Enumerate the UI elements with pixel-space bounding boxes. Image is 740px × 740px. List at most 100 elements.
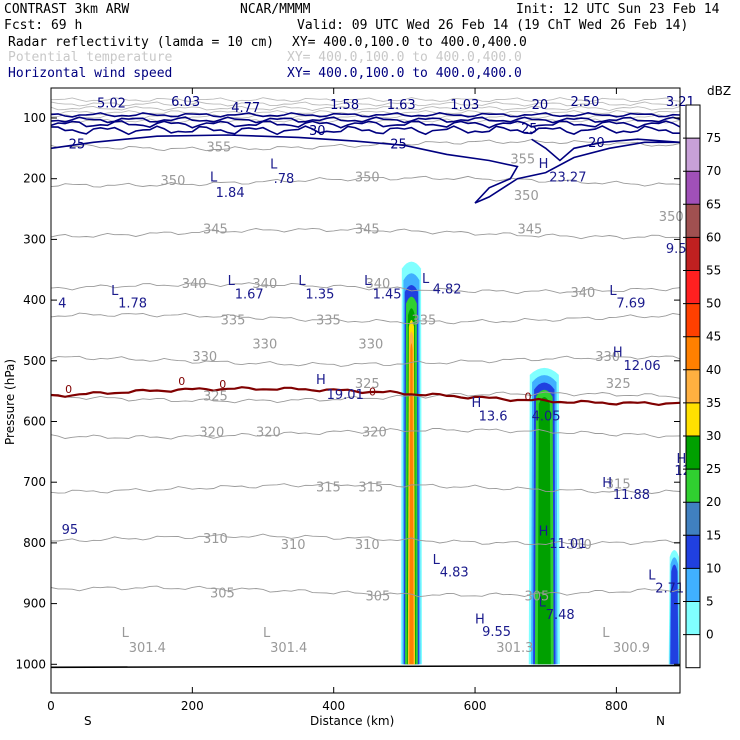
zero-label: 0 <box>178 375 185 388</box>
colorbar-swatch <box>686 502 700 536</box>
extremum-label: 9.55 <box>482 625 511 640</box>
theta-label: 355 <box>206 140 231 155</box>
x-tick-label: 600 <box>464 699 487 713</box>
theta-contour-315 <box>50 482 681 494</box>
wind-label: 1.58 <box>330 98 359 113</box>
colorbar-label: 50 <box>706 297 721 311</box>
extremum-label: 7.69 <box>616 296 645 311</box>
extremum-label: 95 <box>62 523 79 538</box>
wind-label: 30 <box>309 124 326 139</box>
extremum-label: L <box>228 274 236 289</box>
theta-label: 340 <box>366 277 391 292</box>
wind-label: 1.63 <box>387 98 416 113</box>
colorbar-swatch <box>686 105 700 139</box>
theta-label: 335 <box>411 313 436 328</box>
colorbar-swatch <box>686 369 700 403</box>
extremum-label: H <box>539 525 549 540</box>
theta-label: 345 <box>355 222 380 237</box>
extremum-label: 1.78 <box>118 296 147 311</box>
theta-label: 340 <box>570 286 595 301</box>
theta-contour-305 <box>50 585 681 598</box>
y-tick-label: 800 <box>23 536 46 550</box>
theta-label: 335 <box>316 313 341 328</box>
colorbar-swatch <box>686 303 700 337</box>
colorbar-swatch <box>686 171 700 205</box>
theta-contour-350 <box>50 175 681 188</box>
colorbar-label: 60 <box>706 230 721 244</box>
ground-line <box>50 664 681 669</box>
field-reflectivity-xy: XY= 400.0,100.0 to 400.0,400.0 <box>292 35 527 50</box>
reflectivity-cell-2-15 <box>670 564 679 665</box>
wind-label: 5.02 <box>97 97 126 112</box>
zero-label: 0 <box>65 383 72 396</box>
theta-contour-345 <box>50 227 681 240</box>
theta-label: 350 <box>514 189 539 204</box>
zero-label: 0 <box>525 390 532 403</box>
extremum-label: H <box>602 476 612 491</box>
extremum-label: H <box>316 373 326 388</box>
init-time: Init: 12 UTC Sun 23 Feb 14 <box>516 2 720 17</box>
extremum-label: L <box>609 284 617 299</box>
colorbar-swatch <box>686 204 700 238</box>
wind-label: 2.50 <box>570 95 599 110</box>
org-label: NCAR/MMMM <box>240 2 311 17</box>
wind-label: 20 <box>532 98 549 113</box>
extremum-label: 12.06 <box>623 359 660 374</box>
theta-extremum-label: 301.3 <box>496 641 533 656</box>
reflectivity-layer <box>400 261 680 665</box>
y-tick-label: 700 <box>23 475 46 489</box>
y-tick-label: 500 <box>23 354 46 368</box>
theta-label: 305 <box>366 590 391 605</box>
field-theta: Potential temperature <box>8 50 173 65</box>
theta-label: 350 <box>161 174 186 189</box>
theta-extremum-label: L <box>263 626 271 641</box>
end-label: N <box>656 714 665 728</box>
colorbar-label: 70 <box>706 164 721 178</box>
x-axis-label: Distance (km) <box>310 714 394 728</box>
extremum-label: H <box>472 396 482 411</box>
colorbar-label: 25 <box>706 462 721 476</box>
wind-label: 25 <box>521 122 538 137</box>
extremum-label: 4 <box>58 296 66 311</box>
theta-label: 310 <box>355 538 380 553</box>
colorbar-label: 65 <box>706 197 721 211</box>
y-tick-label: 1000 <box>15 657 46 671</box>
theta-extremum-label: L <box>122 626 130 641</box>
extremum-label: 9.5 <box>666 242 687 257</box>
colorbar-swatch <box>686 469 700 503</box>
colorbar-label: 35 <box>706 396 721 410</box>
theta-contour-upper <box>50 110 681 116</box>
wind-contours <box>50 111 681 204</box>
extremum-label: L <box>539 596 547 611</box>
theta-label: 335 <box>221 313 246 328</box>
theta-contour-330 <box>50 355 681 367</box>
wind-label: 25 <box>69 137 86 152</box>
extremum-label: 1.45 <box>373 287 402 302</box>
theta-label: 325 <box>606 377 631 392</box>
plot-frame <box>50 87 681 694</box>
colorbar-label: 55 <box>706 264 721 278</box>
wind-contour-25 <box>50 134 680 204</box>
reflectivity-cell-0-45 <box>409 343 414 665</box>
colorbar-swatch <box>686 535 700 569</box>
contour-labels: 355 355 350 350 350 350 345 345 345 340 340 340 340 3… <box>50 95 695 669</box>
theta-label: 305 <box>210 587 235 602</box>
extremum-label: L <box>422 272 430 287</box>
extremum-label: .78 <box>274 172 295 187</box>
x-tick-label: 200 <box>181 699 204 713</box>
colorbar-swatch <box>686 237 700 271</box>
theta-contour-355 <box>50 139 681 152</box>
colorbar-label: 40 <box>706 363 721 377</box>
theta-label: 315 <box>316 480 341 495</box>
extremum-label: L <box>210 171 218 186</box>
extremum-label: L <box>364 274 372 289</box>
extremum-label: H <box>539 157 549 172</box>
extremum-label: 7.48 <box>546 608 575 623</box>
colorbar-unit: dBZ <box>707 84 731 98</box>
x-tick-label: 400 <box>322 699 345 713</box>
wind-label: 4.77 <box>231 101 260 116</box>
forecast-hour: Fcst: 69 h <box>4 18 82 33</box>
